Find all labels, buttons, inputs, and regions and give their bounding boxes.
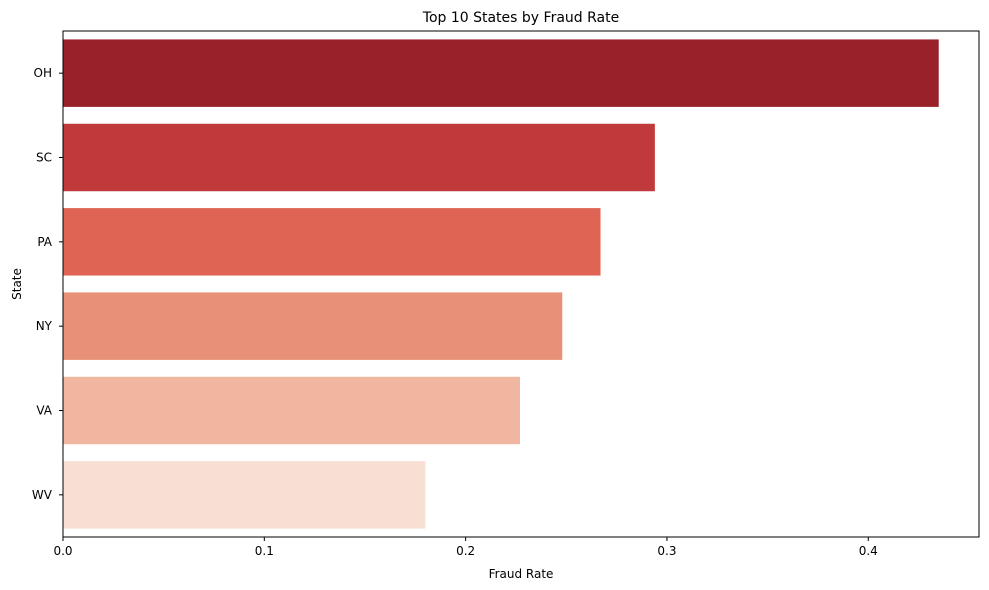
x-axis-ticks: 0.0 0.1 0.2 0.3 0.4 (53, 537, 878, 558)
y-axis-label: State (10, 268, 24, 300)
y-tick-label: SC (36, 151, 52, 165)
x-tick-label: 0.4 (859, 544, 878, 558)
bar-wv (63, 461, 426, 529)
chart-title: Top 10 States by Fraud Rate (422, 10, 619, 26)
y-axis-ticks: OH SC PA NY VA WV (32, 66, 63, 502)
bar-oh (63, 39, 939, 107)
x-tick-label: 0.0 (53, 544, 72, 558)
bar-sc (63, 123, 655, 192)
x-tick-label: 0.2 (456, 544, 475, 558)
y-tick-label: PA (37, 235, 52, 249)
axes-frame (62, 30, 980, 538)
y-tick-label: OH (34, 66, 52, 80)
bar-ny (63, 292, 563, 360)
y-tick-label: VA (36, 404, 52, 418)
x-tick-label: 0.1 (255, 544, 274, 558)
bar-pa (63, 208, 601, 276)
bars-group (63, 39, 939, 529)
x-axis-label: Fraud Rate (489, 567, 554, 581)
y-tick-label: NY (36, 319, 53, 333)
y-tick-label: WV (32, 488, 53, 502)
bar-va (63, 376, 520, 445)
x-tick-label: 0.3 (657, 544, 676, 558)
